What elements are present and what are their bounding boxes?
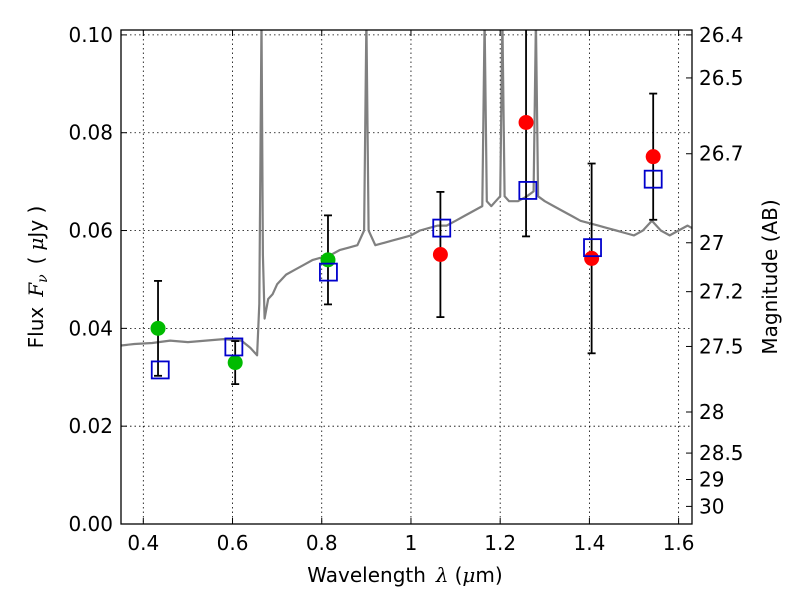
data-point [645,149,661,165]
axis-ticks: 0.4 0.6 0.8 1 1.2 1.4 1.6 0.00 0.02 0.04 0.06 0.08 0… [68,23,743,555]
y-axis-title-text: Flux [24,307,48,349]
model-square [583,238,602,258]
model-square [319,262,338,282]
y2-tick-label: 26.4 [699,23,744,47]
y2-tick-label: 27.2 [699,280,744,304]
y-tick-label: 0.10 [68,23,113,47]
x-axis-title: Wavelength λ (μm) [307,563,502,587]
x-tick-label: 0.4 [127,531,159,555]
x-tick-label: 0.6 [217,531,249,555]
data-point [320,252,336,268]
plot-frame [120,29,693,525]
x-axis-title-text: Wavelength [307,563,426,587]
x-tick-label: 1.6 [663,531,695,555]
y2-tick-label: 27.5 [699,334,744,358]
model-square [432,218,452,238]
y-axis-title-unit-symbol: μ [24,238,48,251]
data-point [584,250,600,266]
y-tick-label: 0.00 [68,512,113,536]
y2-tick-label: 26.7 [699,142,744,166]
spectrum-layer [121,30,692,357]
grid-lines [121,30,692,525]
x-tick-label: 1.4 [573,531,605,555]
y-tick-label: 0.02 [68,414,113,438]
y2-tick-label: 29 [699,467,724,491]
y-axis-title-unit-rest: Jy ) [24,206,48,240]
model-square [518,181,538,200]
x-axis-title-unit-symbol: μ [462,563,475,587]
spectrum-line [121,30,692,357]
x-tick-label: 1 [405,531,418,555]
data-point [227,355,243,371]
y-axis-title-symbol: F [24,282,48,298]
y-axis-title-unit-open: ( [24,257,48,265]
y-tick-label: 0.06 [68,219,113,243]
y2-tick-label: 28 [699,400,724,424]
x-tick-label: 1.2 [484,531,516,555]
y-tick-label: 0.04 [68,316,113,340]
y2-tick-label: 27 [699,231,724,255]
y-axis-title-subscript: ν [35,274,51,283]
y2-tick-label: 30 [699,494,724,518]
y2-tick-label: 28.5 [699,441,744,465]
data-point [150,320,166,336]
y-axis-title: Flux Fν ( μJy ) [24,206,51,349]
y2-axis-title: Magnitude (AB) [758,199,782,354]
model-square [643,169,663,189]
data-point [432,247,448,263]
x-axis-title-unit-rest: m) [475,563,502,587]
y2-tick-label: 26.5 [699,66,744,90]
errorbar-layer [154,30,658,386]
model-square [150,360,170,380]
model-square [224,337,244,357]
marker-layer [150,114,663,380]
x-axis-title-symbol: λ [435,563,449,587]
x-axis-title-unit-open: ( [455,563,463,587]
y-tick-label: 0.08 [68,121,113,145]
data-point [518,114,534,130]
x-tick-label: 0.8 [306,531,338,555]
